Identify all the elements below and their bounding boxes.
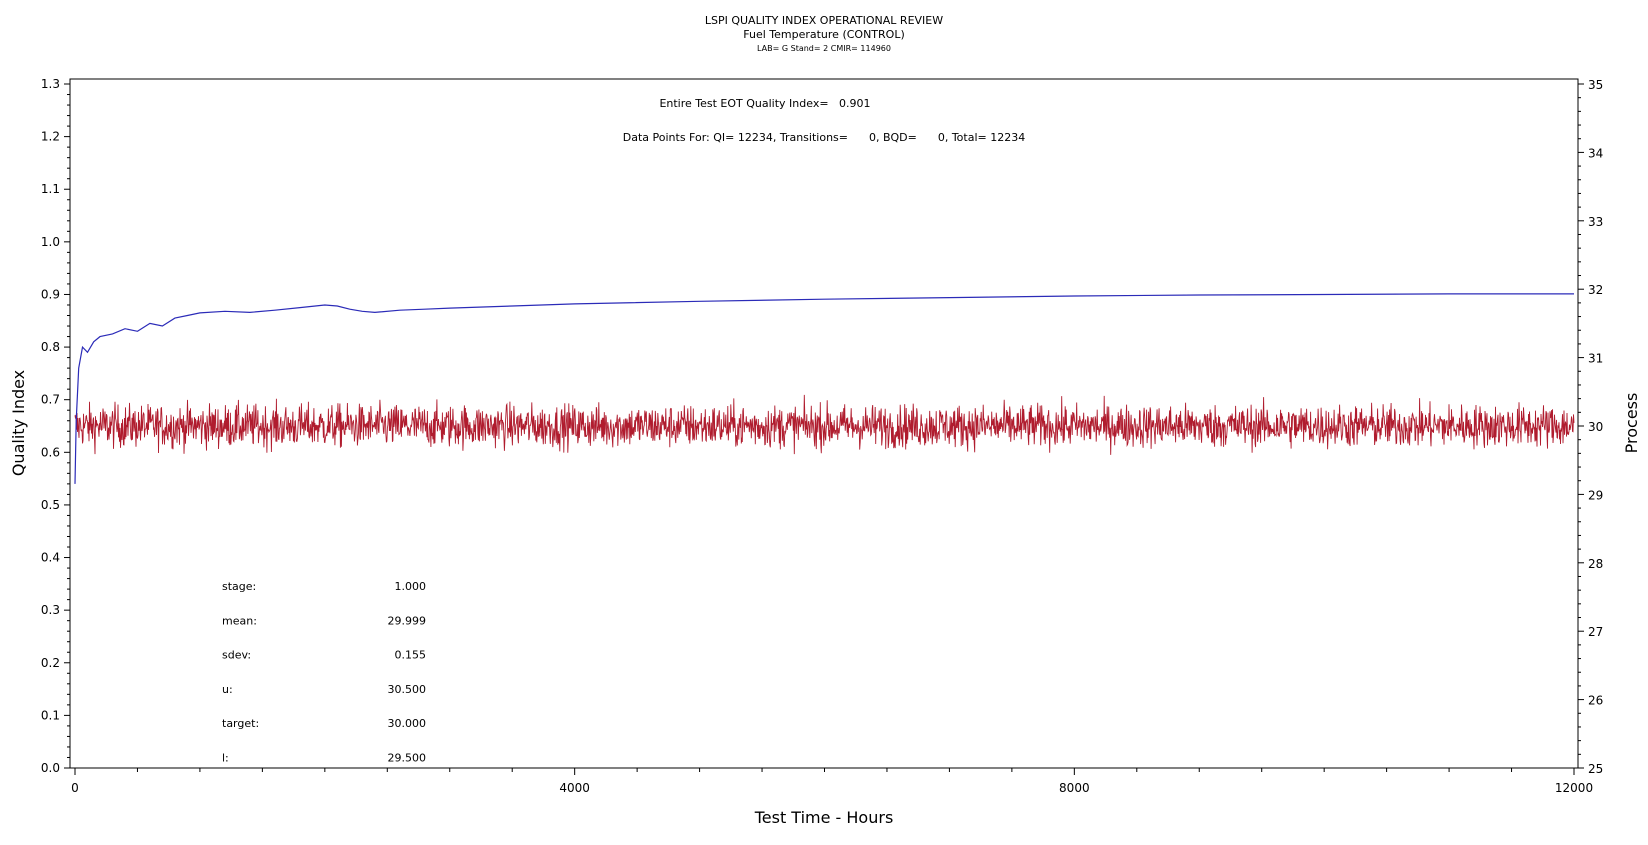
y-tick-label: 0.2: [41, 656, 60, 670]
chart-subsubtitle: LAB= G Stand= 2 CMIR= 114960: [757, 44, 891, 53]
stat-value: 30.500: [388, 683, 427, 696]
y2-tick-label: 27: [1588, 625, 1603, 639]
y-tick-label: 0.6: [41, 445, 60, 459]
y2-tick-label: 34: [1588, 146, 1603, 160]
stat-label: sdev:: [222, 649, 251, 662]
y-tick-label: 1.0: [41, 235, 60, 249]
chart-subtitle: Fuel Temperature (CONTROL): [743, 28, 905, 41]
y-tick-label: 1.3: [41, 77, 60, 91]
stat-value: 0.155: [395, 649, 427, 662]
y-tick-label: 0.8: [41, 340, 60, 354]
y2-tick-label: 29: [1588, 488, 1603, 502]
y2-tick-label: 28: [1588, 557, 1603, 571]
y2-tick-label: 26: [1588, 694, 1603, 708]
y-tick-label: 0.3: [41, 603, 60, 617]
y-tick-label: 0.1: [41, 708, 60, 722]
y2-tick-label: 32: [1588, 283, 1603, 297]
y-tick-label: 0.4: [41, 551, 60, 565]
x-axis-ticks: 0 4000 8000 12000: [71, 768, 1593, 795]
y2-tick-label: 25: [1588, 762, 1603, 776]
stat-value: 1.000: [395, 580, 427, 593]
qi-annotation: Entire Test EOT Quality Index= 0.901: [659, 97, 870, 110]
y-tick-label: 1.2: [41, 130, 60, 144]
stats-table: stage: 1.000 mean: 29.999 sdev: 0.155 u: 30.500…: [222, 580, 426, 765]
stat-value: 29.999: [388, 614, 427, 627]
y-tick-label: 0.7: [41, 393, 60, 407]
y2-tick-label: 30: [1588, 420, 1603, 434]
stat-label: l:: [222, 752, 229, 765]
stat-label: stage:: [222, 580, 256, 593]
y2-axis-ticks: 25 26 27 28 29 30 31 32 33 34 35: [1578, 78, 1603, 776]
stat-label: target:: [222, 717, 259, 730]
x-tick-label: 4000: [559, 781, 590, 795]
data-points-annotation: Data Points For: QI= 12234, Transitions=…: [623, 131, 1025, 144]
process-line: [74, 394, 1575, 455]
quality-index-series: [74, 293, 1574, 484]
stat-label: mean:: [222, 614, 257, 627]
x-tick-label: 0: [71, 781, 79, 795]
y2-tick-label: 33: [1588, 215, 1603, 229]
y-axis-label: Quality Index: [9, 370, 28, 476]
y2-tick-label: 35: [1588, 78, 1603, 92]
y2-axis-label: Process: [1622, 393, 1641, 454]
y-tick-label: 0.0: [41, 761, 60, 775]
process-series: [74, 394, 1575, 455]
stat-value: 30.000: [388, 717, 427, 730]
x-tick-label: 8000: [1059, 781, 1090, 795]
y-tick-label: 1.1: [41, 182, 60, 196]
stat-label: u:: [222, 683, 233, 696]
y-tick-label: 0.9: [41, 287, 60, 301]
x-axis-label: Test Time - Hours: [754, 808, 894, 827]
x-tick-label: 12000: [1555, 781, 1593, 795]
stat-value: 29.500: [388, 752, 427, 765]
chart-title: LSPI QUALITY INDEX OPERATIONAL REVIEW: [705, 14, 943, 27]
y-axis-ticks: 0.0 0.1 0.2 0.3 0.4 0.5 0.6 0.7 0.8 0.9 1.0 1.1 1.2 1…: [41, 77, 70, 775]
quality-index-line: [74, 293, 1574, 484]
y-tick-label: 0.5: [41, 498, 60, 512]
y2-tick-label: 31: [1588, 352, 1603, 366]
